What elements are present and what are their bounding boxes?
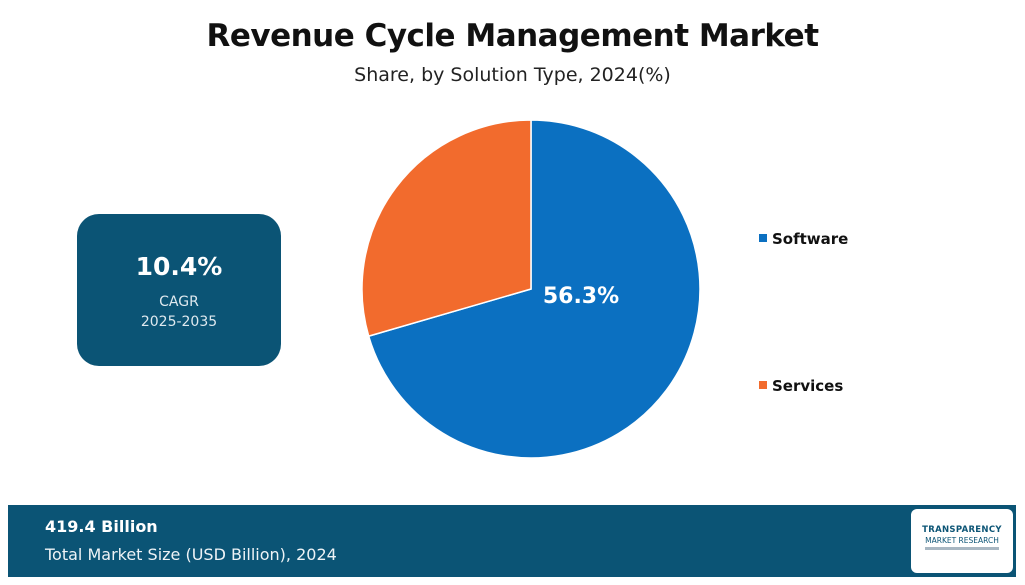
logo-text-line1: TRANSPARENCY [922,525,1002,535]
cagr-period: 2025-2035 [140,314,218,330]
logo-text-line2: MARKET RESEARCH [925,536,999,545]
footer-bar: 419.4 Billion Total Market Size (USD Bil… [8,505,1016,577]
pie-slice-software [367,119,701,459]
cagr-box: 10.4% CAGR 2025-2035 [77,214,281,366]
legend-item-software: Software [759,230,848,248]
market-size-value: 419.4 Billion [45,517,158,536]
pie-slice-services [361,119,532,338]
pie-chart: 56.3% [361,119,701,459]
logo-decoration [925,547,999,550]
company-logo: TRANSPARENCY MARKET RESEARCH [911,509,1013,573]
market-size-label: Total Market Size (USD Billion), 2024 [45,545,337,564]
legend-label-software: Software [772,230,849,248]
cagr-label: CAGR [159,294,199,310]
cagr-value: 10.4% [135,252,223,281]
chart-title: Revenue Cycle Management Market [206,18,819,54]
legend-swatch-software [759,234,767,242]
chart-subtitle: Share, by Solution Type, 2024(%) [354,64,671,86]
pie-label-software: 56.3% [543,284,619,309]
legend-item-services: Services [759,377,843,395]
legend-label-services: Services [772,377,844,395]
legend-swatch-services [759,381,767,389]
